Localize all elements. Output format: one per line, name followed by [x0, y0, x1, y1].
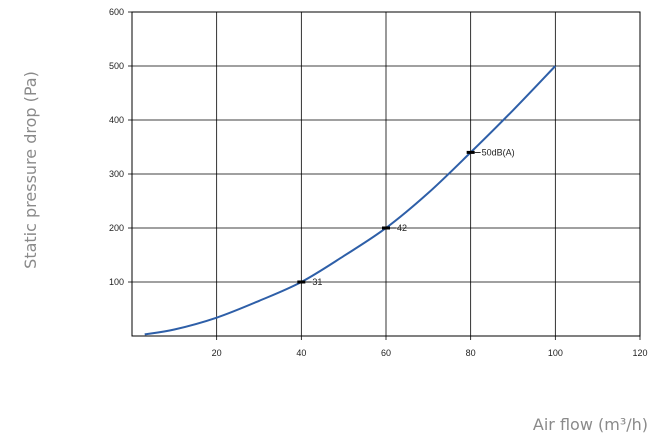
annotation-label: 31	[312, 277, 322, 287]
annotation-marker	[466, 150, 475, 154]
x-axis-title: Air flow (m³/h)	[533, 415, 648, 434]
y-tick-label: 200	[109, 223, 124, 233]
x-tick-label: 100	[548, 348, 563, 358]
annotation-label: 42	[397, 223, 407, 233]
grid	[128, 11, 641, 340]
x-tick-label: 80	[466, 348, 476, 358]
y-tick-label: 100	[109, 277, 124, 287]
y-tick-label: 400	[109, 115, 124, 125]
series-line	[144, 65, 557, 336]
tick-labels: 20 40 60 80 100 120 100 200 300 400 500 600	[109, 7, 648, 358]
y-tick-label: 600	[109, 7, 124, 17]
series-layer	[144, 65, 557, 336]
x-tick-label: 120	[632, 348, 647, 358]
x-tick-label: 60	[381, 348, 391, 358]
annotation-marker	[382, 226, 390, 230]
plot-frame	[131, 11, 641, 337]
y-axis-title: Static pressure drop (Pa)	[21, 71, 40, 269]
x-tick-label: 40	[296, 348, 306, 358]
annotations: 31 42 50dB(A)	[297, 147, 515, 287]
annotation-label: 50dB(A)	[482, 147, 515, 157]
y-tick-label: 500	[109, 61, 124, 71]
annotation-marker	[297, 280, 306, 284]
y-tick-label: 300	[109, 169, 124, 179]
x-tick-label: 20	[212, 348, 222, 358]
